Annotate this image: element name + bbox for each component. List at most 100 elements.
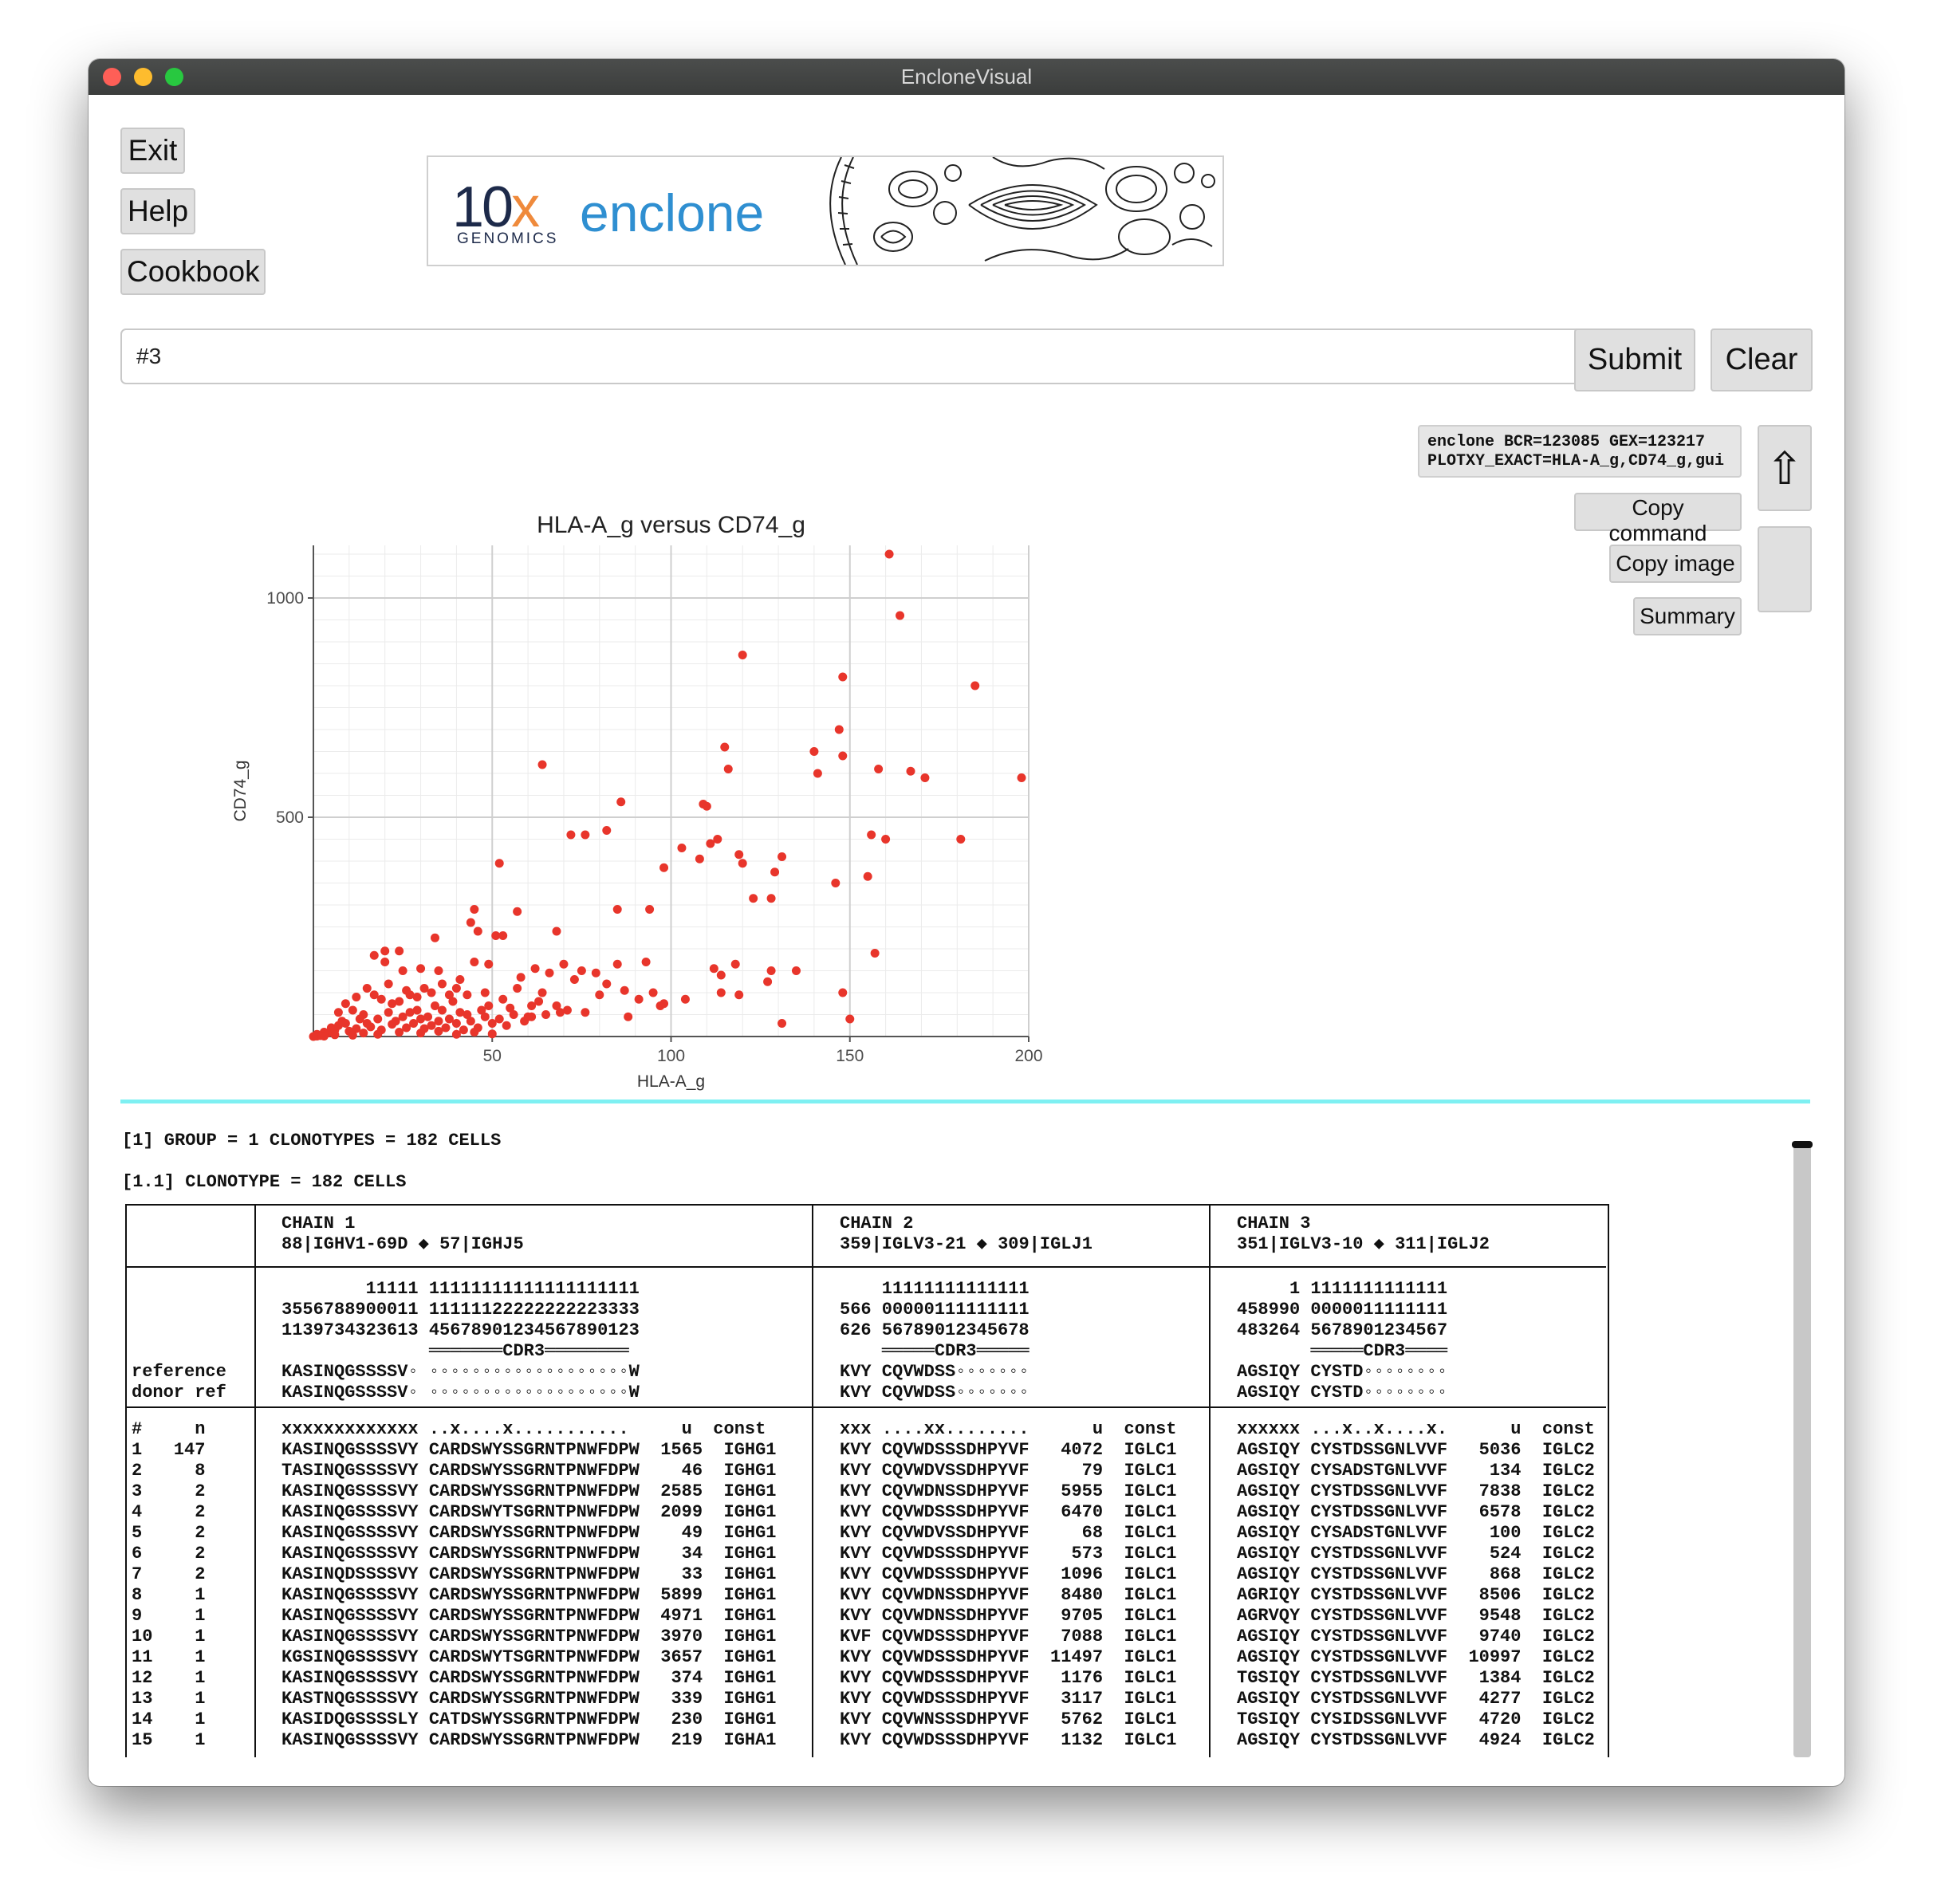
cookbook-button[interactable]: Cookbook xyxy=(120,249,266,295)
data-point xyxy=(463,1010,472,1019)
scrollbar-thumb[interactable] xyxy=(1792,1141,1813,1148)
data-point xyxy=(1017,773,1026,782)
window-title: EncloneVisual xyxy=(900,65,1033,89)
data-point xyxy=(405,1008,415,1017)
data-point xyxy=(487,1029,497,1039)
data-point xyxy=(867,830,876,840)
data-point xyxy=(612,959,622,969)
chain-1-header: CHAIN 1 88|IGHV1-69D ◆ 57|IGHJ5 xyxy=(281,1214,524,1254)
data-point xyxy=(838,988,848,997)
data-point xyxy=(534,997,544,1006)
data-point xyxy=(870,949,880,958)
data-point xyxy=(881,835,891,844)
data-point xyxy=(480,1012,490,1021)
data-point xyxy=(434,1026,443,1036)
data-point xyxy=(427,988,436,997)
data-point xyxy=(624,1012,633,1021)
data-point xyxy=(434,966,443,975)
y-axis-label: CD74_g xyxy=(231,760,250,821)
summary-button[interactable]: Summary xyxy=(1633,597,1742,635)
data-point xyxy=(706,839,715,848)
data-point xyxy=(581,830,590,840)
data-point xyxy=(402,1023,411,1033)
help-button[interactable]: Help xyxy=(120,188,195,234)
data-point xyxy=(680,994,690,1004)
copy-command-button[interactable]: Copy command xyxy=(1574,493,1742,545)
data-point xyxy=(470,958,479,966)
data-point xyxy=(484,959,494,969)
data-point xyxy=(380,946,390,956)
x-tick-label: 150 xyxy=(836,1047,864,1065)
data-point xyxy=(602,826,612,835)
chain-3-header: CHAIN 3 351|IGLV3-10 ◆ 311|IGLJ2 xyxy=(1237,1214,1490,1254)
data-point xyxy=(498,931,508,940)
data-point xyxy=(380,958,390,966)
data-point xyxy=(956,835,966,844)
data-point xyxy=(395,997,404,1006)
data-point xyxy=(348,1005,357,1015)
y-tick-label: 500 xyxy=(276,808,304,827)
maximize-window-button[interactable] xyxy=(165,68,183,86)
data-point xyxy=(352,1024,361,1033)
cell-illustration xyxy=(829,157,1215,265)
scatter-plot: 50 100 150 200 500 1000 HLA-A_g versus CD74_g H… xyxy=(231,512,1043,1091)
data-point xyxy=(513,907,522,916)
data-point xyxy=(677,844,687,852)
table-divider xyxy=(125,1266,1606,1268)
data-point xyxy=(466,918,475,927)
command-display: enclone BCR=123085 GEX=123217 PLOTXY_EXA… xyxy=(1418,425,1742,478)
chain-3-rows: xxxxxx ...x..x....x. u const AGSIQY CYST… xyxy=(1237,1419,1595,1750)
data-point xyxy=(451,1029,461,1039)
data-point xyxy=(430,1001,439,1010)
data-point xyxy=(434,1017,443,1026)
data-point xyxy=(398,966,407,975)
data-point xyxy=(388,999,397,1009)
data-point xyxy=(577,966,586,975)
data-point xyxy=(537,988,547,997)
group-line: [1] GROUP = 1 CLONOTYPES = 182 CELLS xyxy=(122,1131,502,1151)
data-point xyxy=(416,964,426,974)
clonotype-line: [1.1] CLONOTYPE = 182 CELLS xyxy=(122,1172,407,1192)
data-point xyxy=(444,1014,454,1024)
data-point xyxy=(766,894,776,903)
data-point xyxy=(409,1019,419,1028)
minimize-window-button[interactable] xyxy=(134,68,152,86)
copy-image-button[interactable]: Copy image xyxy=(1609,545,1742,583)
data-point xyxy=(369,950,379,960)
exit-button[interactable]: Exit xyxy=(120,128,185,174)
data-point xyxy=(566,830,576,840)
data-point xyxy=(395,1028,404,1037)
data-point xyxy=(695,854,704,863)
command-input[interactable]: #3 xyxy=(120,328,1681,384)
data-point xyxy=(423,1012,433,1021)
data-point xyxy=(455,975,465,984)
data-point xyxy=(369,990,379,1000)
column-divider xyxy=(254,1204,256,1757)
data-point xyxy=(395,946,404,956)
up-arrow-button[interactable]: ⇧ xyxy=(1758,425,1812,511)
data-point xyxy=(791,966,801,975)
data-point xyxy=(352,993,361,1001)
data-point xyxy=(716,988,726,997)
data-point xyxy=(341,1019,350,1028)
data-point xyxy=(523,1012,533,1021)
clear-button[interactable]: Clear xyxy=(1711,328,1813,391)
data-point xyxy=(373,1014,383,1024)
row-numbers: # n 1 147 2 8 3 2 4 2 5 2 6 2 7 2 8 1 9 … xyxy=(132,1419,206,1750)
data-point xyxy=(384,1008,393,1017)
data-point xyxy=(333,1021,343,1030)
close-window-button[interactable] xyxy=(103,68,121,86)
x-tick-label: 100 xyxy=(657,1047,685,1065)
data-point xyxy=(555,1008,565,1017)
genomics-wordmark: GENOMICS xyxy=(457,230,559,247)
output-scrollbar[interactable] xyxy=(1793,1143,1811,1757)
data-point xyxy=(734,850,744,860)
data-point xyxy=(405,990,415,1000)
blank-button[interactable] xyxy=(1758,526,1812,612)
submit-button[interactable]: Submit xyxy=(1574,328,1695,391)
data-point xyxy=(896,611,905,620)
y-tick-label: 1000 xyxy=(266,589,304,608)
data-point xyxy=(831,879,841,887)
data-point xyxy=(502,1021,511,1030)
column-divider xyxy=(812,1204,813,1757)
